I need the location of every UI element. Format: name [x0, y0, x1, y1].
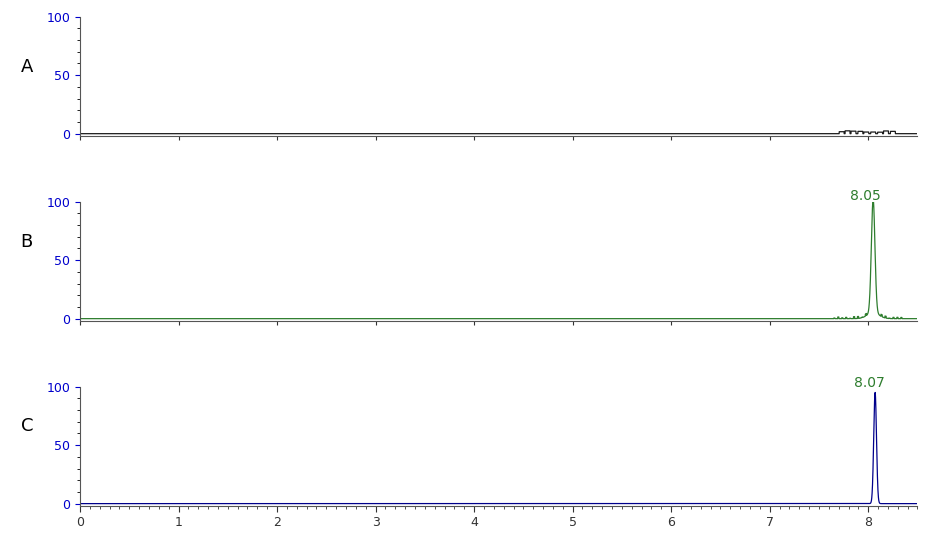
Text: B: B [21, 234, 33, 251]
Text: C: C [21, 417, 33, 435]
Text: A: A [21, 58, 33, 76]
Text: 8.07: 8.07 [853, 376, 885, 390]
Text: 8.05: 8.05 [850, 189, 881, 203]
